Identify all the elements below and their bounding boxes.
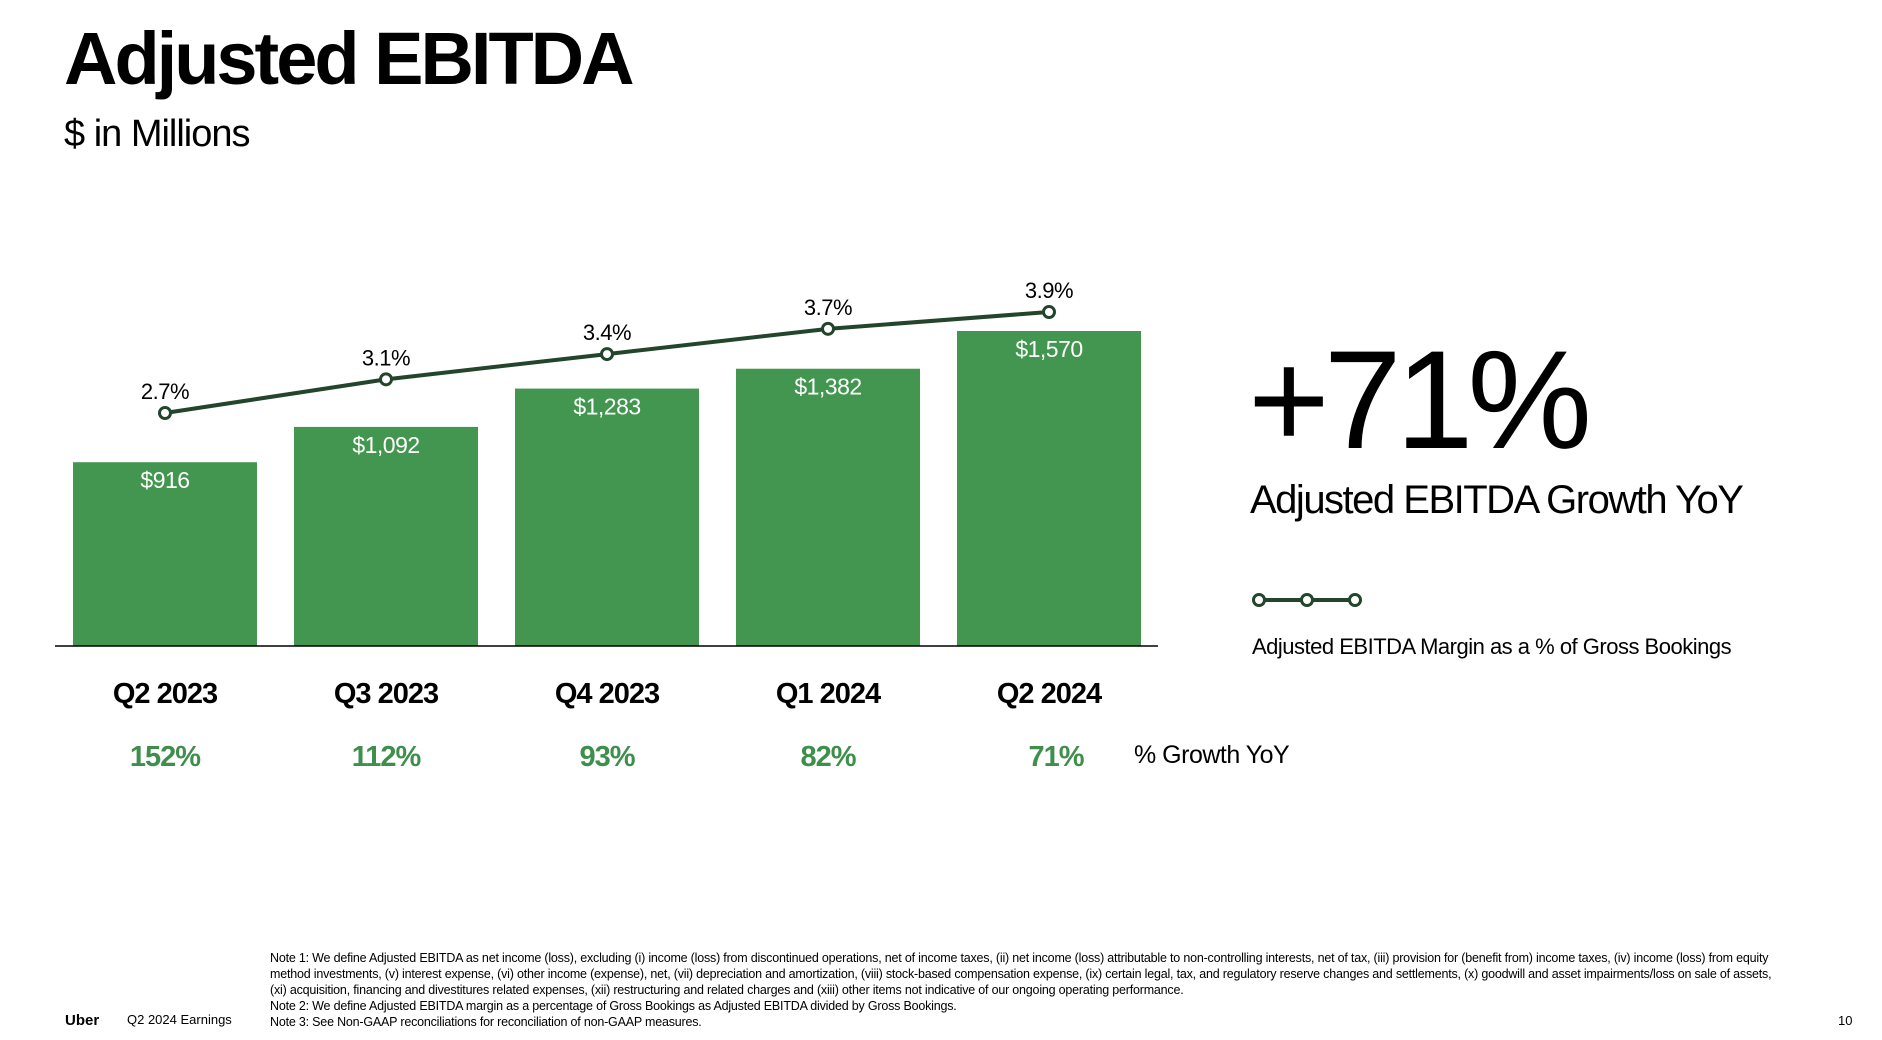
bar-value-label: $916: [140, 467, 189, 493]
bar-value-label: $1,382: [794, 374, 861, 400]
growth-highlight-value: +71%: [1248, 321, 1592, 478]
bar-q1-2024: [736, 368, 920, 646]
margin-point-label: 2.7%: [141, 379, 189, 404]
margin-point-label: 3.9%: [1025, 278, 1073, 303]
growth-row-label: % Growth YoY: [1134, 741, 1290, 769]
x-tick-label: Q3 2023: [334, 678, 439, 710]
footnotes: Note 1: We define Adjusted EBITDA as net…: [270, 950, 1790, 1030]
page-title: Adjusted EBITDA: [64, 17, 635, 100]
margin-line-legend-icon: [1252, 593, 1362, 607]
x-tick-label: Q2 2023: [113, 678, 218, 710]
growth-yoy-value: 112%: [352, 741, 422, 773]
growth-yoy-value: 152%: [130, 741, 201, 773]
margin-point: [821, 321, 835, 336]
margin-point-label: 3.4%: [583, 320, 631, 345]
footer-brand: Uber: [65, 1012, 100, 1029]
bar-q2-2023: [73, 462, 257, 646]
margin-point: [158, 406, 172, 420]
margin-point-label: 3.1%: [362, 345, 410, 370]
growth-yoy-value: 93%: [579, 741, 635, 773]
bar-value-label: $1,092: [352, 432, 419, 458]
ebitda-chart: $916 $1,092 $1,283 $1,382 $1,570 2.7% 3.1% 3.4…: [55, 278, 1158, 773]
bar-value-label: $1,570: [1015, 336, 1082, 362]
margin-point-label: 3.7%: [804, 295, 852, 320]
bar-q2-2024: [957, 331, 1141, 646]
footnote-2: Note 2: We define Adjusted EBITDA margin…: [270, 999, 957, 1013]
x-tick-label: Q2 2024: [997, 678, 1102, 710]
x-tick-label: Q4 2023: [555, 678, 660, 710]
growth-yoy-value: 71%: [1028, 741, 1084, 773]
bar-q4-2023: [515, 388, 699, 646]
legend-label-margin: Adjusted EBITDA Margin as a % of Gross B…: [1252, 634, 1732, 659]
margin-point: [379, 372, 393, 387]
x-tick-label: Q1 2024: [776, 678, 881, 710]
growth-highlight-label: Adjusted EBITDA Growth YoY: [1250, 478, 1744, 522]
footnote-1: Note 1: We define Adjusted EBITDA as net…: [270, 951, 1772, 997]
page-subtitle: $ in Millions: [64, 113, 251, 155]
footnote-3: Note 3: See Non-GAAP reconciliations for…: [270, 1015, 702, 1029]
footer-deck-name: Q2 2024 Earnings: [127, 1012, 232, 1027]
margin-point: [600, 347, 614, 362]
growth-yoy-value: 82%: [800, 741, 856, 773]
bar-q3-2023: [294, 426, 478, 646]
page-number: 10: [1838, 1013, 1853, 1028]
margin-point: [1042, 305, 1056, 319]
bar-value-label: $1,283: [573, 394, 640, 420]
